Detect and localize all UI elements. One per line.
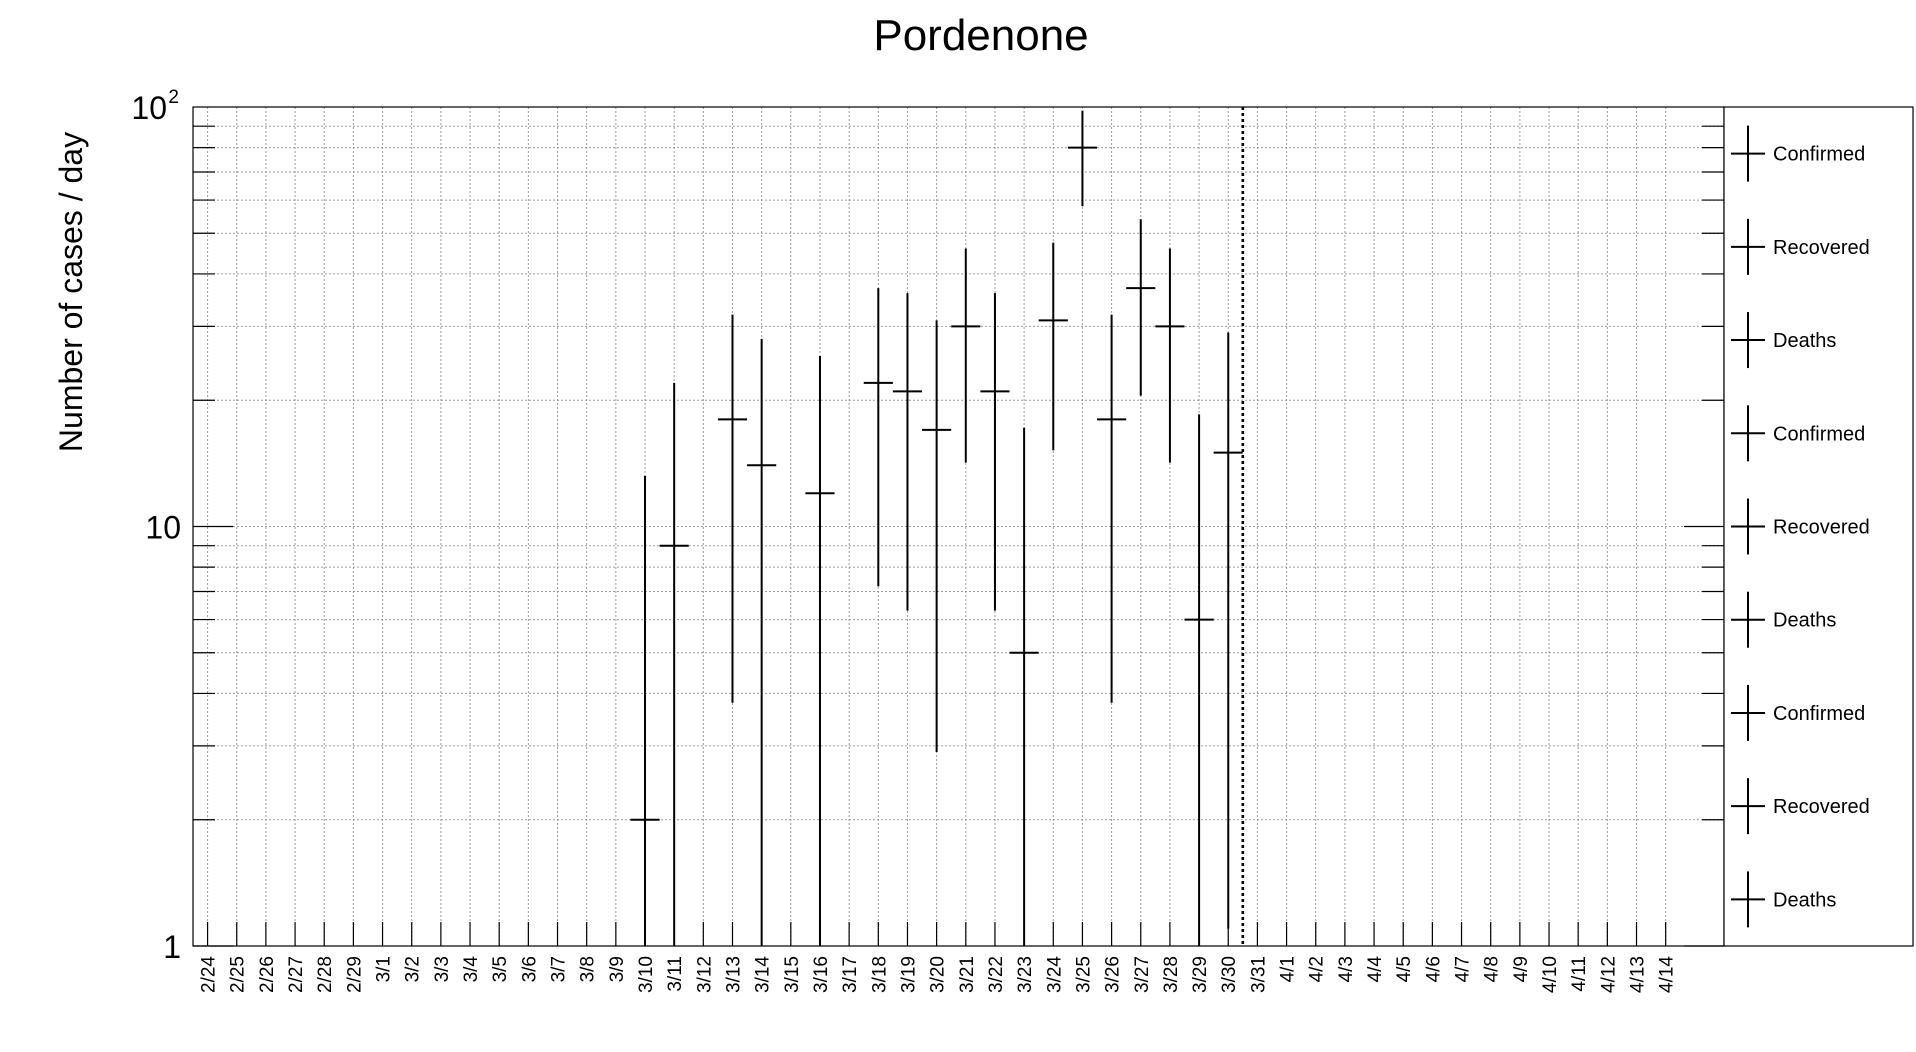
- x-tick-label: 4/2: [1307, 956, 1328, 982]
- x-tick-label: 2/27: [286, 956, 307, 993]
- x-tick-label: 4/11: [1569, 956, 1590, 992]
- x-tick-label: 2/26: [257, 956, 278, 993]
- x-tick-label: 3/13: [723, 956, 744, 993]
- legend-label: Confirmed: [1773, 703, 1865, 725]
- x-tick-label: 4/6: [1423, 956, 1444, 982]
- grid-layer: [193, 107, 1724, 946]
- x-tick-label: 3/14: [753, 956, 774, 993]
- x-tick-label: 2/29: [344, 956, 365, 993]
- x-tick-label: 3/3: [432, 956, 453, 982]
- x-tick-label: 3/24: [1044, 956, 1065, 993]
- legend-label: Confirmed: [1773, 144, 1865, 166]
- x-tick-label: 3/31: [1248, 956, 1269, 993]
- y-axis-label: Number of cases / day: [53, 132, 89, 452]
- x-tick-label: 4/7: [1453, 956, 1474, 982]
- legend-label: Recovered: [1773, 517, 1870, 539]
- x-tick-label: 3/26: [1103, 956, 1124, 993]
- x-tick-label: 2/25: [228, 956, 249, 993]
- x-tick-label: 4/9: [1511, 956, 1532, 982]
- x-tick-label: 4/5: [1394, 956, 1415, 982]
- x-tick-label: 3/17: [840, 956, 861, 993]
- x-tick-label: 3/30: [1219, 956, 1240, 993]
- chart-title: Pordenone: [873, 11, 1088, 60]
- x-tick-label: 3/21: [957, 956, 978, 993]
- x-tick-label: 3/11: [665, 956, 686, 992]
- x-tick-label: 3/27: [1132, 956, 1153, 993]
- x-tick-label: 3/5: [490, 956, 511, 982]
- x-tick-label: 4/10: [1540, 956, 1561, 993]
- x-tick-label: 3/19: [898, 956, 919, 993]
- x-tick-label: 3/22: [986, 956, 1007, 993]
- x-tick-label: 4/13: [1628, 956, 1649, 993]
- x-tick-label: 3/6: [519, 956, 540, 982]
- x-tick-label: 4/4: [1365, 956, 1386, 983]
- x-tick-label: 3/20: [928, 956, 949, 993]
- x-tick-label: 4/8: [1482, 956, 1503, 982]
- legend-label: Deaths: [1773, 889, 1836, 911]
- x-tick-label: 3/8: [578, 956, 599, 982]
- x-tick-label: 3/12: [694, 956, 715, 993]
- legend-label: Recovered: [1773, 237, 1870, 259]
- x-tick-label: 3/10: [636, 956, 657, 993]
- x-tick-label: 2/28: [315, 956, 336, 993]
- legend-label: Confirmed: [1773, 423, 1865, 445]
- x-tick-label: 3/18: [869, 956, 890, 993]
- x-tick-label: 3/25: [1073, 956, 1094, 993]
- legend-label: Recovered: [1773, 796, 1870, 818]
- y-tick-exponent: 2: [168, 87, 179, 108]
- x-tick-label: 3/9: [607, 956, 628, 982]
- x-tick-label: 3/4: [461, 956, 482, 983]
- x-tick-label: 3/2: [403, 956, 424, 982]
- legend-label: Deaths: [1773, 330, 1836, 352]
- x-tick-label: 3/16: [811, 956, 832, 993]
- x-tick-label: 3/29: [1190, 956, 1211, 993]
- y-tick-label: 10: [131, 90, 167, 126]
- x-tick-label: 3/23: [1015, 956, 1036, 993]
- x-tick-label: 3/1: [374, 956, 395, 982]
- x-tick-label: 2/24: [199, 956, 220, 993]
- x-tick-label: 3/28: [1161, 956, 1182, 993]
- x-tick-label: 3/7: [549, 956, 570, 982]
- y-tick-label: 1: [163, 929, 181, 965]
- x-tick-label: 4/12: [1598, 956, 1619, 993]
- y-tick-label: 10: [145, 510, 181, 546]
- data-layer: [630, 110, 1243, 946]
- x-tick-label: 4/1: [1278, 956, 1299, 982]
- x-tick-label: 3/15: [782, 956, 803, 993]
- x-tick-label: 4/14: [1657, 956, 1678, 993]
- legend-label: Deaths: [1773, 610, 1836, 632]
- legend-layer: Confirmed Recovered Deaths Confirmed Recover…: [1723, 106, 1914, 947]
- x-tick-label: 4/3: [1336, 956, 1357, 982]
